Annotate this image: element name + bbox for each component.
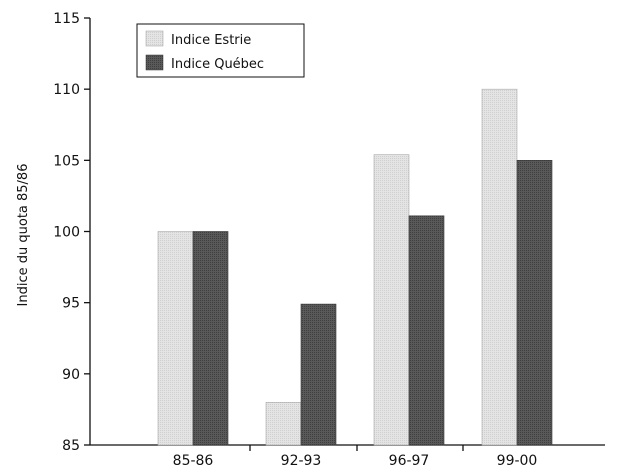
- bar-estrie-85-86: [157, 231, 194, 446]
- legend-box: [136, 23, 305, 78]
- bar-quebec-85-86: [192, 231, 229, 446]
- legend-label-estrie: Indice Estrie: [171, 33, 251, 48]
- legend-label-quebec: Indice Québec: [171, 57, 264, 72]
- y-tick-label: 95: [62, 296, 80, 312]
- bars: [157, 88, 553, 446]
- x-tick-label: 96-97: [389, 453, 430, 469]
- y-axis: 85 90 95 100 105 110 115: [53, 11, 91, 454]
- y-axis-label: Indice du quota 85/86: [16, 164, 31, 307]
- bar-quebec-99-00: [516, 160, 553, 446]
- legend-swatch-estrie: [145, 30, 164, 47]
- y-tick-label: 100: [53, 225, 80, 241]
- x-tick-label: 99-00: [497, 453, 538, 469]
- x-ticks: 85-86 92-93 96-97 99-00: [173, 445, 538, 469]
- x-tick-label: 92-93: [281, 453, 322, 469]
- y-ticks: 85 90 95 100 105 110 115: [53, 11, 90, 454]
- legend-swatch-quebec: [145, 54, 164, 71]
- bar-estrie-92-93: [265, 401, 302, 446]
- y-tick-label: 115: [53, 11, 80, 27]
- y-tick-label: 90: [62, 367, 80, 383]
- bar-quebec-92-93: [300, 303, 337, 446]
- legend: Indice Estrie Indice Québec: [136, 23, 305, 78]
- bar-estrie-96-97: [373, 154, 410, 446]
- bar-estrie-99-00: [481, 88, 518, 446]
- x-tick-label: 85-86: [173, 453, 214, 469]
- x-axis: 85-86 92-93 96-97 99-00: [90, 444, 605, 469]
- bar-quebec-96-97: [408, 215, 445, 446]
- y-tick-label: 110: [53, 82, 80, 98]
- y-tick-label: 85: [62, 438, 80, 454]
- y-tick-label: 105: [53, 153, 80, 169]
